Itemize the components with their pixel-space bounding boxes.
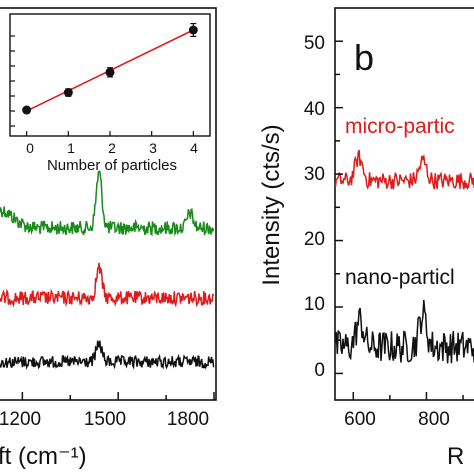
annotation-micro-particles: micro-partic xyxy=(345,115,455,138)
inset-chart: 0 1 2 3 4 Number of particles xyxy=(9,13,211,174)
panel-a-x-tick-label: 1200 xyxy=(0,409,41,430)
panel-b-x-tick-label: 600 xyxy=(344,409,376,430)
panel-a-frame xyxy=(0,7,217,401)
inset-marks xyxy=(22,22,198,115)
panel-a-series-line xyxy=(0,340,215,371)
panel-a-series-line xyxy=(0,262,215,308)
panel-b-frame xyxy=(334,7,474,401)
panel-a-x-axis-title: ft (cm⁻¹) xyxy=(0,443,87,470)
panel-b-y-tick-label: 0 xyxy=(314,360,325,381)
inset-data-point xyxy=(188,25,198,35)
panel-b-x-ticks xyxy=(352,392,464,400)
panel-b-y-tick-label: 20 xyxy=(304,229,325,250)
panel-b: 0 10 20 30 40 50 600 800 Intensity (cts/… xyxy=(258,7,474,470)
annotation-nano-particles: nano-particl xyxy=(345,266,455,289)
inset-ticks xyxy=(10,35,194,136)
panel-b-y-tick-label: 10 xyxy=(304,294,325,315)
panel-b-series-line xyxy=(334,149,474,191)
panel-b-y-tick-label: 40 xyxy=(304,99,325,120)
inset-data-point xyxy=(63,88,73,98)
panel-b-x-axis-title: R xyxy=(447,443,464,470)
panel-a: 1200 1500 1800 ft (cm⁻¹) 0 1 2 3 4 Numbe… xyxy=(0,7,217,470)
panel-a-traces xyxy=(0,170,215,371)
inset-x-tick-label: 2 xyxy=(108,140,116,156)
panel-b-label: b xyxy=(354,37,374,78)
panel-a-x-ticks xyxy=(21,392,215,400)
panel-b-x-tick-label: 800 xyxy=(418,409,450,430)
panel-b-y-ticks xyxy=(335,40,343,375)
inset-x-tick-label: 1 xyxy=(67,140,75,156)
panel-b-traces xyxy=(334,149,474,364)
inset-x-tick-label: 3 xyxy=(149,140,157,156)
panel-b-y-tick-label: 30 xyxy=(304,164,325,185)
panel-b-series-line xyxy=(334,300,474,364)
panel-b-y-axis-title: Intensity (cts/s) xyxy=(258,124,285,285)
panel-a-x-tick-label: 1800 xyxy=(167,409,209,430)
inset-x-axis-title: Number of particles xyxy=(47,157,177,174)
inset-x-tick-label: 4 xyxy=(190,140,198,156)
panel-b-y-tick-label: 50 xyxy=(304,33,325,54)
inset-data-point xyxy=(22,105,32,115)
panel-a-x-tick-label: 1500 xyxy=(84,409,126,430)
inset-x-tick-label: 0 xyxy=(26,140,34,156)
inset-data-point xyxy=(105,67,115,77)
panel-a-series-line xyxy=(0,170,215,237)
